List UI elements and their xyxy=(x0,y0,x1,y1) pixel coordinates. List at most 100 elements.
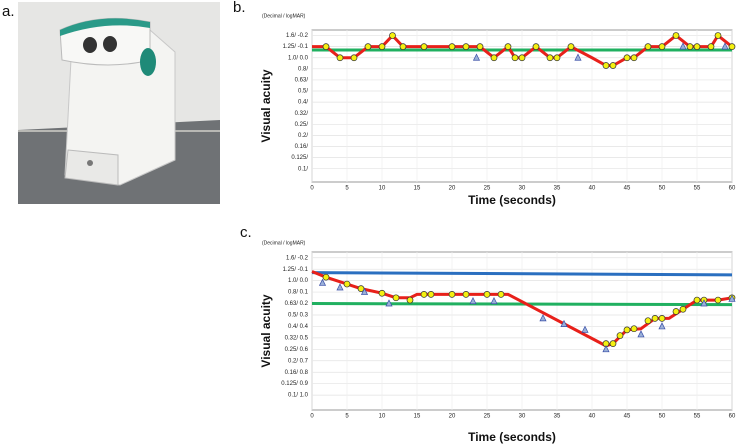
point-marker xyxy=(322,43,330,50)
triangle-marker xyxy=(318,278,327,286)
point-marker xyxy=(497,291,505,298)
y-tick-label: 1.25/ -0.1 xyxy=(283,44,309,50)
y-tick-label: 1.0/ 0.0 xyxy=(288,278,309,284)
y-tick-label: 0.4/ xyxy=(298,100,308,106)
y-tick-label: 0.5/ xyxy=(298,89,308,95)
triangle-marker xyxy=(360,287,369,295)
point-marker xyxy=(609,62,617,69)
y-tick-label: 1.0/ 0.0 xyxy=(288,55,309,61)
y-tick-label: 0.63/ xyxy=(295,78,309,84)
point-marker xyxy=(616,332,624,339)
point-marker xyxy=(728,43,736,50)
x-tick-label: 60 xyxy=(729,414,736,420)
point-marker xyxy=(609,340,617,347)
triangle-marker xyxy=(560,319,568,327)
point-marker xyxy=(420,291,428,298)
point-marker xyxy=(686,43,694,50)
point-marker xyxy=(651,315,659,322)
point-marker xyxy=(532,43,540,50)
point-marker xyxy=(504,43,512,50)
y-tick-label: 0.1/ 1.0 xyxy=(288,393,309,399)
point-marker xyxy=(623,326,631,334)
y-tick-label: 0.63/ 0.2 xyxy=(285,301,309,307)
point-marker xyxy=(644,317,652,325)
point-marker xyxy=(483,291,491,298)
x-tick-label: 25 xyxy=(484,186,491,192)
triangle-marker xyxy=(472,53,481,61)
y-axis-label: Visual acuity xyxy=(259,294,273,367)
x-tick-label: 25 xyxy=(484,414,491,420)
triangle-marker xyxy=(721,42,729,50)
point-marker xyxy=(693,296,701,304)
x-tick-label: 35 xyxy=(554,186,561,192)
y-tick-label: 0.2/ xyxy=(298,133,308,139)
panel-label: a. xyxy=(2,3,15,20)
y-tick-label: 0.8/ 0.1 xyxy=(288,290,309,296)
y-tick-label: 0.1/ xyxy=(298,166,308,172)
x-tick-label: 45 xyxy=(624,186,631,192)
point-marker xyxy=(672,308,680,315)
triangle-marker xyxy=(700,299,708,307)
axis-note: (Decimal / logMAR) xyxy=(262,240,306,246)
triangle-marker xyxy=(658,322,666,330)
x-tick-label: 55 xyxy=(694,414,701,420)
point-marker xyxy=(693,43,701,50)
point-marker xyxy=(707,43,715,50)
triangle-marker xyxy=(539,314,547,322)
triangle-marker xyxy=(385,299,393,307)
triangle-marker xyxy=(728,294,736,302)
point-marker xyxy=(378,43,386,50)
point-marker xyxy=(420,43,428,50)
point-marker xyxy=(462,43,470,50)
point-marker xyxy=(399,43,407,50)
y-tick-label: 0.2/ 0.7 xyxy=(288,358,309,364)
x-tick-label: 40 xyxy=(589,186,596,192)
point-marker xyxy=(623,54,631,62)
point-marker xyxy=(630,325,638,333)
x-tick-label: 20 xyxy=(449,414,456,420)
triangle-marker xyxy=(574,53,582,61)
y-tick-label: 0.25/ 0.6 xyxy=(285,347,309,353)
y-tick-label: 0.32/ xyxy=(295,111,309,117)
photo xyxy=(18,2,220,204)
triangle-marker xyxy=(490,296,498,305)
point-marker xyxy=(518,54,526,62)
y-tick-label: 0.16/ xyxy=(295,144,309,150)
point-marker xyxy=(350,54,358,62)
point-marker xyxy=(336,54,344,62)
triangle-marker xyxy=(602,345,610,353)
point-marker xyxy=(490,54,498,62)
point-marker xyxy=(553,54,561,62)
x-tick-label: 5 xyxy=(345,414,349,420)
triangle-marker xyxy=(637,330,645,338)
panel-label: b. xyxy=(233,0,246,16)
point-marker xyxy=(567,43,575,50)
point-marker xyxy=(392,294,400,302)
photo-rest xyxy=(60,18,150,36)
x-axis-label: Time (seconds) xyxy=(468,430,556,444)
y-tick-label: 0.5/ 0.3 xyxy=(288,313,309,319)
point-marker xyxy=(644,43,652,50)
point-marker xyxy=(476,43,484,50)
x-tick-label: 30 xyxy=(519,186,526,192)
point-marker xyxy=(427,291,435,298)
series-line xyxy=(311,302,733,307)
x-tick-label: 60 xyxy=(729,186,736,192)
point-marker xyxy=(658,315,666,322)
x-tick-label: 10 xyxy=(379,186,386,192)
point-marker xyxy=(389,32,396,39)
y-axis-label: Visual acuity xyxy=(259,69,273,142)
y-tick-label: 0.8/ xyxy=(298,66,308,72)
point-marker xyxy=(714,296,722,304)
point-marker xyxy=(546,54,554,62)
panel-label: c. xyxy=(240,224,252,241)
x-tick-label: 40 xyxy=(589,414,596,420)
y-tick-label: 1.6/ -0.2 xyxy=(286,255,309,261)
triangle-marker xyxy=(581,325,589,333)
y-tick-label: 0.32/ 0.5 xyxy=(285,335,309,341)
point-marker xyxy=(630,54,638,62)
triangle-marker xyxy=(336,283,344,291)
x-tick-label: 50 xyxy=(659,414,666,420)
point-marker xyxy=(357,285,365,292)
